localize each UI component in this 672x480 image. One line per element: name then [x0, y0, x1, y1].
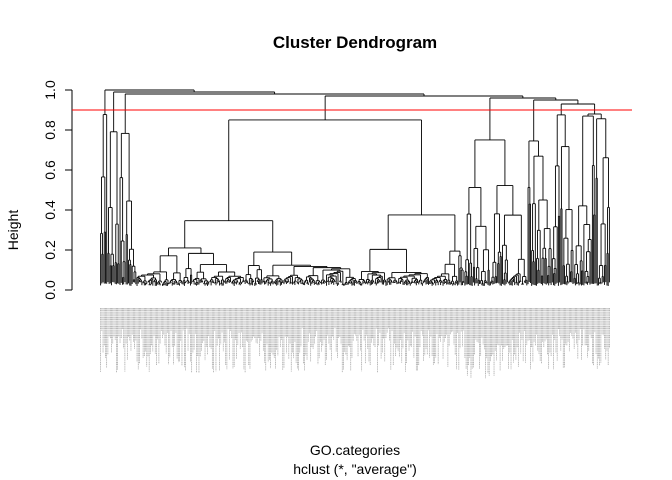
dendrogram-tree	[100, 89, 610, 286]
method-subtitle: hclust (*, "average")	[293, 461, 417, 477]
y-tick-label: 0.6	[42, 160, 58, 180]
y-tick-label: 0.0	[42, 280, 58, 300]
chart-title: Cluster Dendrogram	[273, 33, 437, 52]
y-tick-label: 0.2	[42, 240, 58, 260]
y-axis: 0.0 0.2 0.4 0.6 0.8 1.0	[42, 80, 73, 300]
y-tick-label: 0.4	[42, 200, 58, 220]
y-tick-label: 0.8	[42, 120, 58, 140]
x-axis-label: GO.categories	[310, 442, 400, 458]
y-tick-label: 1.0	[42, 80, 58, 100]
y-axis-label: Height	[5, 210, 21, 251]
leaf-labels	[100, 308, 610, 379]
